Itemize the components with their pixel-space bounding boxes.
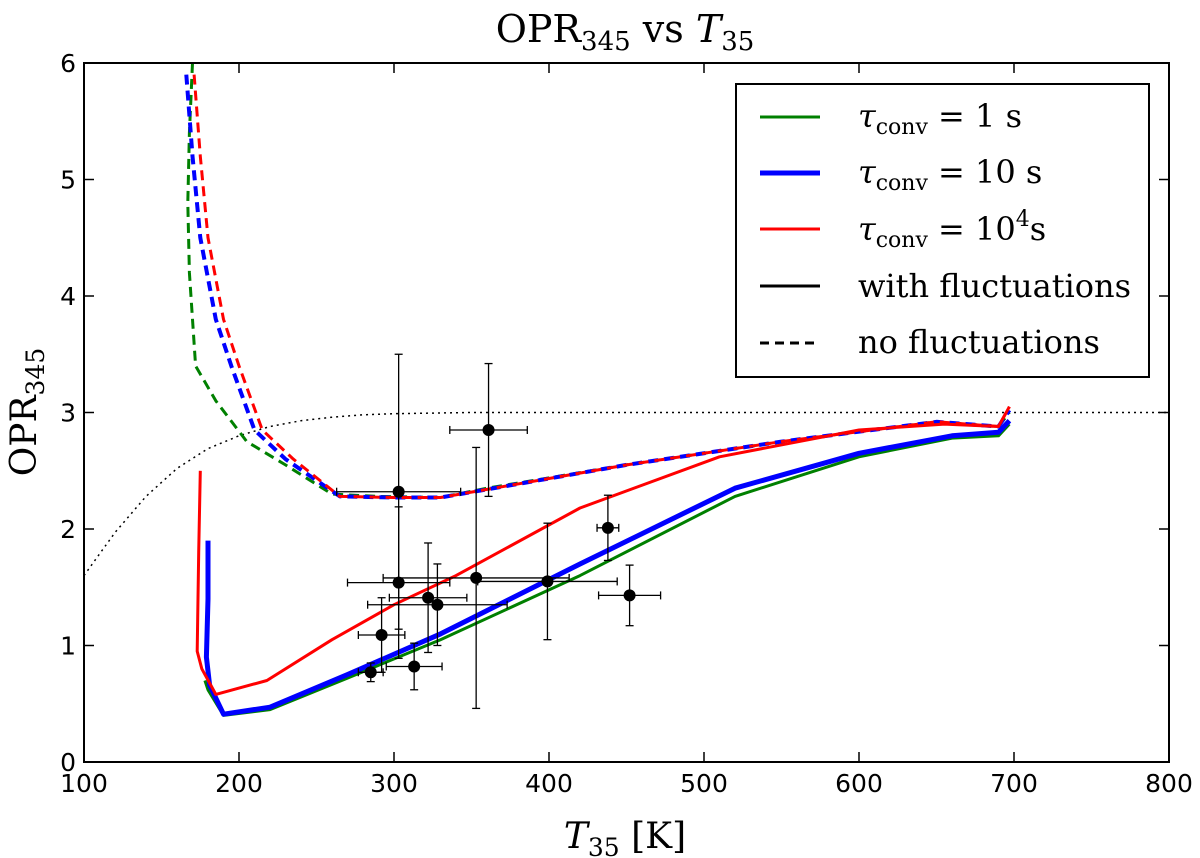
y-tick-label: 2 <box>60 515 76 544</box>
observation-marker <box>364 666 377 679</box>
ylabel-sub: 345 <box>21 348 50 396</box>
observation-marker <box>408 660 421 673</box>
xlabel-sub: 35 <box>588 833 620 858</box>
plot-area: 100 200 300 400 500 600 700 800 0 1 2 3 4 5 6 <box>60 49 1193 798</box>
y-axis: 0 1 2 3 4 5 6 <box>60 49 1169 777</box>
y-tick-label: 0 <box>60 748 76 777</box>
observation-10 <box>596 494 620 562</box>
observation-5 <box>388 542 468 654</box>
y-tick-label: 4 <box>60 282 76 311</box>
observation-marker <box>601 521 614 534</box>
observation-marker <box>623 589 636 602</box>
title-main-sub: 345 <box>581 27 631 57</box>
legend-label-tau1: τconv = 1 s <box>858 97 1022 140</box>
x-tick-label: 100 <box>60 769 108 798</box>
title-main: OPR <box>496 7 583 51</box>
xlabel-unit: [K] <box>620 816 686 857</box>
title-var: T <box>696 7 724 51</box>
title-mid: vs <box>631 7 696 51</box>
series-line-2 <box>184 74 1012 500</box>
observation-2 <box>385 642 443 691</box>
observation-1 <box>357 597 406 673</box>
legend: τconv = 1 s τconv = 10 s τconv = 104s wi… <box>735 83 1150 378</box>
series-line-5 <box>203 418 1012 717</box>
observation-marker <box>541 575 554 588</box>
x-tick-label: 800 <box>1145 769 1193 798</box>
x-tick-label: 500 <box>680 769 728 798</box>
y-axis-label: OPR345 <box>4 348 50 477</box>
y-tick-label: 6 <box>60 49 76 78</box>
observation-marker <box>392 485 405 498</box>
observation-marker <box>470 571 483 584</box>
title-var-sub: 35 <box>721 27 754 57</box>
x-tick-label: 300 <box>370 769 418 798</box>
legend-label-tau1e4: τconv = 104s <box>858 207 1046 253</box>
observation-marker <box>431 598 444 611</box>
observation-8 <box>449 362 528 498</box>
chart-title: OPR345 vs T35 <box>496 7 755 57</box>
observation-7 <box>382 446 570 710</box>
series-line-0 <box>84 411 1169 577</box>
legend-label-with-fluctuations: with fluctuations <box>858 267 1131 305</box>
observations-layer <box>335 353 662 710</box>
observation-4 <box>335 353 462 630</box>
observation-11 <box>597 564 662 627</box>
x-axis: 100 200 300 400 500 600 700 800 <box>60 63 1193 798</box>
observation-marker <box>375 629 388 642</box>
observation-6 <box>366 563 508 647</box>
x-tick-label: 200 <box>215 769 263 798</box>
observation-marker <box>422 591 435 604</box>
legend-label-tau10: τconv = 10 s <box>858 153 1042 196</box>
observation-marker <box>482 423 495 436</box>
x-axis-label: T35 [K] <box>564 816 686 858</box>
y-tick-label: 5 <box>60 166 76 195</box>
x-tick-label: 400 <box>525 769 573 798</box>
legend-label-no-fluctuations: no fluctuations <box>858 323 1100 361</box>
x-tick-label: 600 <box>835 769 883 798</box>
y-tick-label: 3 <box>60 399 76 428</box>
x-tick-label: 700 <box>990 769 1038 798</box>
observation-9 <box>477 522 618 641</box>
y-tick-label: 1 <box>60 632 76 661</box>
xlabel-var: T <box>564 816 591 857</box>
ylabel-main: OPR <box>4 395 45 477</box>
